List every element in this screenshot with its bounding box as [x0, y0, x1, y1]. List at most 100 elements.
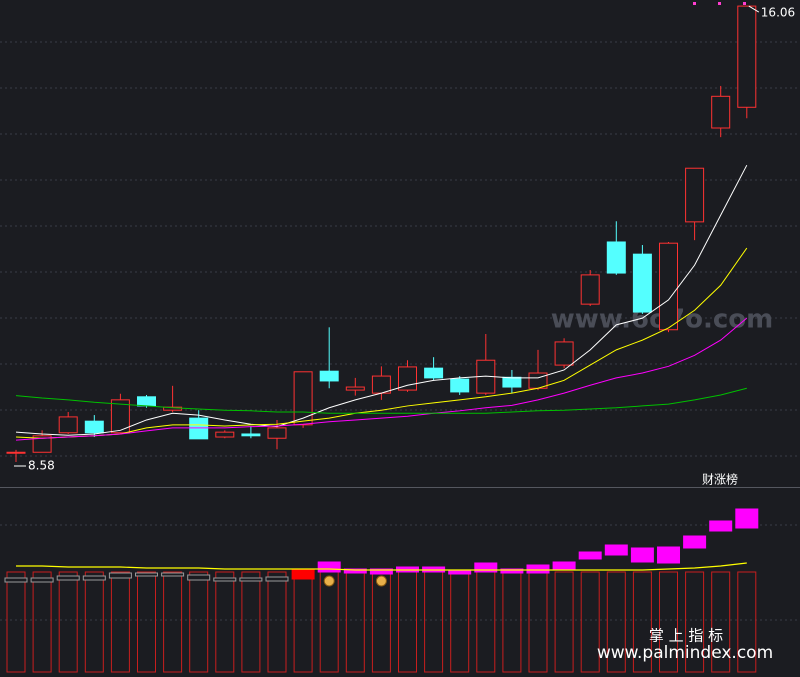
badge: 财涨榜 — [702, 472, 738, 487]
range-bar — [187, 574, 211, 581]
moving-average — [15, 247, 748, 439]
candle-body — [189, 417, 209, 440]
dot — [693, 2, 696, 5]
candle-body — [450, 378, 470, 393]
candle-body — [685, 167, 705, 223]
range-bar — [683, 535, 707, 549]
stem — [711, 571, 731, 673]
watermark: www.palmindex.com — [597, 643, 773, 663]
candle-body — [319, 370, 339, 382]
coin-icon — [375, 575, 387, 587]
stem — [267, 571, 287, 673]
range-bar — [735, 508, 759, 529]
stem — [110, 571, 130, 673]
signal-line — [16, 562, 747, 571]
range-bar — [526, 564, 550, 574]
range-bar — [56, 575, 80, 581]
stem — [241, 571, 261, 673]
coin-icon — [323, 575, 335, 587]
candle-body — [6, 451, 26, 454]
candle-body — [580, 274, 600, 305]
range-bar — [30, 577, 54, 583]
range-bar — [265, 576, 289, 582]
moving-average — [15, 317, 748, 441]
range-bar — [552, 561, 576, 570]
candle-body — [58, 416, 78, 434]
stem — [476, 571, 496, 673]
candle-body — [424, 367, 444, 379]
range-bar — [108, 572, 132, 579]
candle-body — [345, 386, 365, 391]
stem — [450, 571, 470, 673]
dot — [743, 2, 746, 5]
stem — [215, 571, 235, 673]
range-bar — [604, 544, 628, 556]
stem — [189, 571, 209, 673]
range-bar — [317, 561, 341, 573]
stem — [32, 571, 52, 673]
candle-body — [502, 376, 522, 388]
dot — [718, 2, 721, 5]
indicator-panel — [4, 508, 759, 673]
range-bar — [343, 568, 367, 574]
range-bar — [630, 547, 654, 563]
candle-body — [267, 427, 287, 439]
candle-body — [32, 435, 52, 453]
range-bar — [500, 568, 524, 574]
stem — [685, 571, 705, 673]
stem — [398, 571, 417, 673]
high-label: 16.06 — [761, 6, 795, 20]
candle-body — [110, 399, 130, 434]
stem — [424, 571, 444, 673]
range-bar — [578, 551, 602, 560]
range-bar — [369, 568, 393, 575]
range-bar — [213, 577, 237, 582]
stem — [293, 571, 313, 673]
low-label: 8.58 — [28, 459, 55, 473]
range-bar — [291, 568, 315, 580]
stem — [84, 571, 104, 673]
range-bar — [4, 577, 28, 583]
range-bar — [82, 575, 106, 581]
stem — [6, 571, 26, 673]
candle-body — [137, 396, 156, 407]
stem — [502, 571, 522, 673]
marker-dots — [693, 2, 746, 5]
range-bar — [474, 562, 498, 573]
candle-body — [632, 253, 652, 313]
candle-body — [659, 242, 678, 331]
candle-body — [241, 433, 261, 437]
range-bar — [709, 520, 733, 532]
stem — [58, 571, 78, 673]
stem — [163, 571, 183, 673]
watermark: 掌 上 指 标 — [649, 627, 723, 645]
stem — [580, 571, 600, 673]
moving-average — [15, 164, 748, 436]
stem — [659, 571, 678, 673]
range-bar — [239, 577, 263, 582]
stem — [737, 571, 757, 673]
moving-average — [15, 387, 747, 414]
annotation-arrow — [748, 5, 760, 13]
range-bar — [657, 546, 680, 564]
candle-body — [737, 5, 757, 108]
stem — [528, 571, 548, 673]
range-bar — [161, 572, 185, 577]
stem — [345, 571, 365, 673]
candle-body — [711, 95, 731, 129]
candle-body — [606, 241, 626, 274]
stem — [137, 571, 156, 673]
candle-body — [554, 341, 574, 366]
candle-body — [371, 375, 391, 394]
range-bar — [135, 572, 158, 577]
price-panel: 16.06 8.58 — [6, 5, 795, 473]
stem — [606, 571, 626, 673]
stem — [319, 571, 339, 673]
stem — [632, 571, 652, 673]
stem — [554, 571, 574, 673]
candle-body — [215, 431, 235, 438]
candle-body — [84, 420, 104, 434]
stem — [371, 571, 391, 673]
